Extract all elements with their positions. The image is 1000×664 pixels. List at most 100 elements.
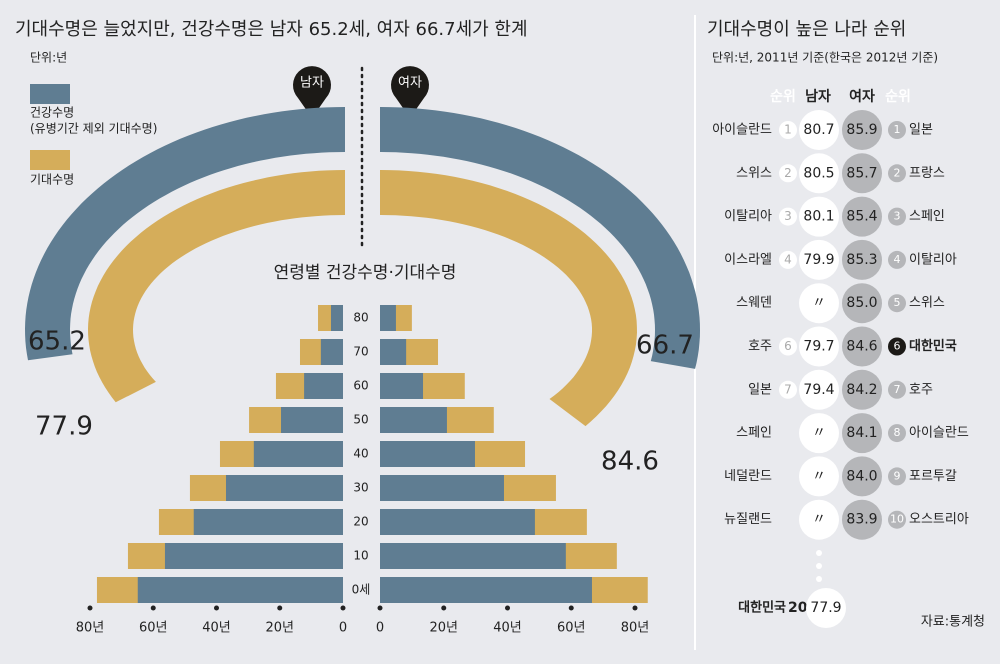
- female-value: 84.0: [846, 468, 877, 484]
- value-circle: [842, 196, 882, 237]
- value-label: 66.7: [636, 331, 694, 361]
- male-value: 80.7: [803, 122, 834, 138]
- country: 호주: [909, 382, 933, 397]
- pyramid-title: 연령별 건강수명·기대수명: [274, 263, 457, 283]
- column-header: 여자: [849, 88, 875, 105]
- pyramid-bar: [330, 305, 343, 331]
- x-tick-label: 0: [339, 621, 347, 636]
- legend-swatch: [30, 84, 70, 104]
- age-label: 0세: [352, 583, 371, 597]
- pyramid-bar: [193, 509, 343, 535]
- chart-subtitle: 단위:년: [30, 51, 67, 65]
- x-tick-label: 60년: [139, 621, 168, 636]
- rank-badge: [888, 164, 906, 183]
- pin-label: 남자: [300, 76, 324, 91]
- ellipsis-dot: [816, 563, 822, 569]
- country: 스웨덴: [736, 296, 772, 311]
- rank: 20: [788, 600, 808, 616]
- female-value: 85.4: [846, 209, 877, 225]
- rank-badge: [888, 380, 906, 399]
- rank: 6: [784, 339, 792, 353]
- x-tick-label: 80년: [76, 621, 105, 636]
- country: 이스라엘: [724, 252, 772, 267]
- pyramid-bar: [164, 543, 343, 569]
- tick-dot: [277, 605, 283, 611]
- column-header: 남자: [805, 88, 831, 105]
- ranking-title: 기대수명이 높은 나라 순위: [707, 19, 906, 40]
- value-circle: [842, 110, 882, 150]
- pyramid-bar: [225, 475, 343, 501]
- country: 아이슬란드: [909, 426, 969, 441]
- rank: 7: [784, 382, 792, 396]
- male-value: 〃: [812, 295, 826, 311]
- rank-badge: [779, 250, 797, 269]
- country: 스페인: [736, 426, 772, 441]
- source: 자료:통계청: [921, 615, 985, 630]
- female-value: 84.1: [846, 425, 877, 441]
- value-circle: [842, 153, 882, 194]
- x-tick-label: 20년: [265, 621, 294, 636]
- rank-badge: [779, 207, 797, 226]
- x-tick-label: 80년: [621, 621, 650, 636]
- country: 일본: [909, 123, 933, 138]
- male-value: 79.9: [803, 252, 834, 268]
- pyramid-bar: [320, 339, 343, 365]
- male-value: 〃: [812, 512, 826, 528]
- country: 스위스: [736, 166, 772, 181]
- country: 스페인: [909, 209, 945, 224]
- value-circle: [799, 283, 839, 324]
- tick-dot: [632, 605, 638, 611]
- arc-band: [88, 170, 345, 403]
- value-circle: [842, 283, 882, 324]
- rank: 4: [784, 252, 792, 266]
- tick-dot: [568, 605, 574, 611]
- value-circle: [799, 153, 839, 194]
- rank-badge: [888, 250, 906, 269]
- country: 일본: [748, 382, 772, 397]
- pin-label: 여자: [398, 76, 422, 91]
- legend-swatch: [30, 150, 70, 170]
- value-label: 77.9: [35, 412, 93, 442]
- female-value: 84.2: [846, 382, 877, 398]
- tick-dot: [214, 605, 219, 611]
- pyramid-bar: [380, 475, 504, 501]
- rank: 6: [894, 340, 901, 353]
- value-circle: [806, 588, 846, 628]
- pin: 여자: [391, 66, 430, 118]
- age-label: 70: [353, 345, 368, 359]
- pyramid-bar: [380, 305, 396, 331]
- rank: 2: [784, 166, 792, 180]
- pyramid-bar: [380, 373, 424, 399]
- rank-badge: [779, 380, 797, 399]
- age-label: 40: [353, 447, 368, 461]
- value-circle: [799, 239, 839, 280]
- male-value: 79.7: [803, 339, 834, 355]
- x-tick-label: 20년: [429, 621, 458, 636]
- rank: 5: [894, 296, 901, 309]
- legend-label: 건강수명: [30, 106, 74, 120]
- rank-badge: [779, 337, 797, 356]
- value-circle: [842, 239, 882, 280]
- pin: 남자: [293, 66, 331, 118]
- ranking-subtitle: 단위:년, 2011년 기준(한국은 2012년 기준): [712, 51, 938, 65]
- country: 스위스: [909, 296, 945, 311]
- rank: 8: [894, 426, 901, 439]
- pyramid-bar: [380, 339, 407, 365]
- pyramid-bar: [380, 577, 592, 603]
- country: 이탈리아: [909, 252, 957, 267]
- male-value: 77.9: [810, 600, 841, 616]
- column-header: 순위: [885, 89, 911, 105]
- male-value: 79.4: [803, 382, 834, 398]
- rank-badge: [888, 337, 906, 356]
- rank-badge: [888, 510, 906, 529]
- rank-badge: [779, 121, 797, 139]
- female-value: 85.0: [846, 295, 877, 311]
- value-circle: [799, 456, 839, 497]
- female-value: 83.9: [846, 512, 877, 528]
- female-value: 84.6: [846, 339, 877, 355]
- rank-badge: [888, 121, 906, 139]
- pyramid-bar: [137, 577, 343, 603]
- rank: 9: [894, 469, 901, 482]
- x-tick-label: 40년: [493, 621, 522, 636]
